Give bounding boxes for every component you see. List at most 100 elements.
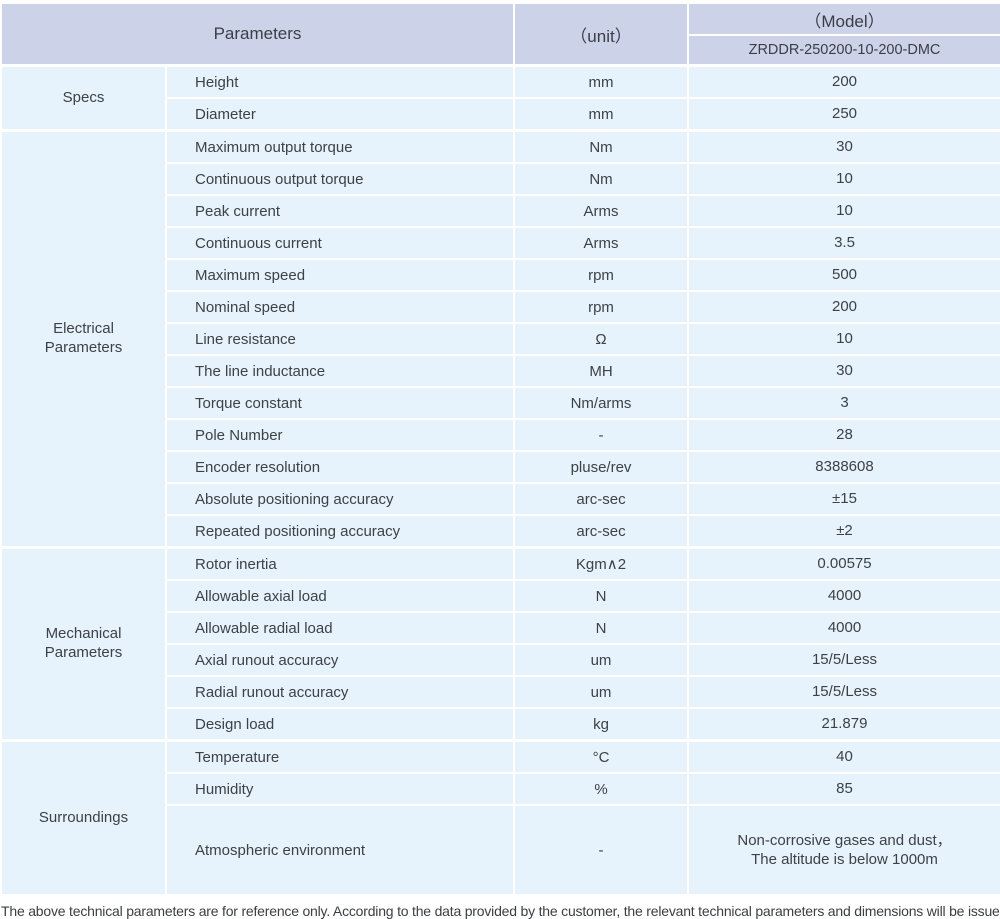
unit-value: °C	[513, 739, 689, 774]
table-row: Maximum speed rpm 500	[1, 258, 1000, 292]
unit-value: %	[513, 772, 689, 806]
parameter-name: Continuous output torque	[165, 162, 515, 196]
table-row: Torque constant Nm/arms 3	[1, 386, 1000, 420]
model-value: 85	[687, 772, 1000, 806]
unit-value: um	[513, 643, 689, 677]
model-value: 28	[687, 418, 1000, 452]
model-value: ±2	[687, 514, 1000, 549]
model-value: 10	[687, 194, 1000, 228]
unit-value: Kgm∧2	[513, 546, 689, 581]
model-value: 200	[687, 64, 1000, 99]
model-value: 250	[687, 97, 1000, 132]
model-value: 8388608	[687, 450, 1000, 484]
table-row: Repeated positioning accuracy arc-sec ±2	[1, 514, 1000, 549]
table-row: Encoder resolution pluse/rev 8388608	[1, 450, 1000, 484]
parameter-name: Diameter	[165, 97, 515, 132]
parameter-name: Design load	[165, 707, 515, 742]
parameter-name: Nominal speed	[165, 290, 515, 324]
unit-value: arc-sec	[513, 514, 689, 549]
model-value: 4000	[687, 611, 1000, 645]
header-model: （Model）	[687, 2, 1000, 36]
section-label: Mechanical Parameters	[0, 546, 167, 742]
model-value: 15/5/Less	[687, 675, 1000, 709]
unit-value: Arms	[513, 226, 689, 260]
unit-value: Nm	[513, 129, 689, 164]
parameter-name: Continuous current	[165, 226, 515, 260]
parameter-name: Radial runout accuracy	[165, 675, 515, 709]
footer-note: The above technical parameters are for r…	[1, 903, 1000, 919]
unit-value: um	[513, 675, 689, 709]
header-parameters: Parameters	[0, 2, 515, 67]
table-row: Nominal speed rpm 200	[1, 290, 1000, 324]
table-header: Parameters （unit） （Model） ZRDDR-250200-1…	[0, 2, 1000, 67]
table-row: Continuous output torque Nm 10	[1, 162, 1000, 196]
model-value: 200	[687, 290, 1000, 324]
parameter-name: Torque constant	[165, 386, 515, 420]
model-value: 30	[687, 129, 1000, 164]
table-row: Allowable radial load N 4000	[1, 611, 1000, 645]
unit-value: Arms	[513, 194, 689, 228]
parameter-name: Rotor inertia	[165, 546, 515, 581]
parameter-name: Line resistance	[165, 322, 515, 356]
table-row: The line inductance MH 30	[1, 354, 1000, 388]
table-row: Design load kg 21.879	[1, 707, 1000, 742]
unit-value: MH	[513, 354, 689, 388]
parameter-name: Allowable axial load	[165, 579, 515, 613]
table-row: Humidity% 85	[1, 772, 1000, 806]
table-row: Electrical Parameters Maximum output torq…	[0, 129, 1000, 549]
table-row: Allowable axial load N 4000	[1, 579, 1000, 613]
unit-value: N	[513, 579, 689, 613]
unit-value: Nm/arms	[513, 386, 689, 420]
unit-value: Nm	[513, 162, 689, 196]
unit-value: pluse/rev	[513, 450, 689, 484]
model-value: 0.00575	[687, 546, 1000, 581]
parameter-name: Peak current	[165, 194, 515, 228]
spec-table: Parameters （unit） （Model） ZRDDR-250200-1…	[0, 2, 1000, 896]
table-row: Axial runout accuracy um 15/5/Less	[1, 643, 1000, 677]
unit-value: rpm	[513, 290, 689, 324]
table-row: Line resistance Ω 10	[1, 322, 1000, 356]
unit-value: N	[513, 611, 689, 645]
table-row: Surroundings Temperature °C 40	[0, 739, 1000, 896]
model-value: 21.879	[687, 707, 1000, 742]
table-row: Mechanical Parameters Rotor inertia Kgm∧2 0…	[0, 546, 1000, 742]
parameter-name: Allowable radial load	[165, 611, 515, 645]
table-row: Absolute positioning accuracy arc-sec ±15	[1, 482, 1000, 516]
model-value: 10	[687, 322, 1000, 356]
unit-value: mm	[513, 97, 689, 132]
unit-value: mm	[513, 64, 689, 99]
section: Electrical Parameters Maximum output torq…	[0, 129, 1000, 549]
table-row: Specs Height mm 200	[0, 64, 1000, 132]
table-row: Continuous current Arms 3.5	[1, 226, 1000, 260]
table-row: Peak current Arms 10	[1, 194, 1000, 228]
section-label: Specs	[0, 64, 167, 132]
parameter-name: Humidity	[165, 772, 515, 806]
section-label: Electrical Parameters	[0, 129, 167, 549]
unit-value: -	[513, 418, 689, 452]
model-value: 40	[687, 739, 1000, 774]
model-value: Non-corrosive gases and dust， The altitu…	[687, 804, 1000, 896]
table-row: Radial runout accuracy um 15/5/Less	[1, 675, 1000, 709]
unit-value: Ω	[513, 322, 689, 356]
parameter-name: Temperature	[165, 739, 515, 774]
unit-value: arc-sec	[513, 482, 689, 516]
parameter-name: Axial runout accuracy	[165, 643, 515, 677]
model-value: 30	[687, 354, 1000, 388]
unit-value: -	[513, 804, 689, 896]
table-row: Pole Number -28	[1, 418, 1000, 452]
parameter-name: Pole Number	[165, 418, 515, 452]
model-value: 15/5/Less	[687, 643, 1000, 677]
section: Mechanical Parameters Rotor inertia Kgm∧2 0…	[0, 546, 1000, 742]
model-value: 3.5	[687, 226, 1000, 260]
table-row: Diameter mm 250	[1, 97, 1000, 132]
model-value: ±15	[687, 482, 1000, 516]
parameter-name: Absolute positioning accuracy	[165, 482, 515, 516]
unit-value: rpm	[513, 258, 689, 292]
section: Surroundings Temperature °C 40 Humidity% 85 At…	[0, 739, 1000, 896]
model-value: 500	[687, 258, 1000, 292]
parameter-name: Repeated positioning accuracy	[165, 514, 515, 549]
model-value: 10	[687, 162, 1000, 196]
section-label: Surroundings	[0, 739, 167, 896]
parameter-name: The line inductance	[165, 354, 515, 388]
header-unit: （unit）	[513, 2, 689, 67]
